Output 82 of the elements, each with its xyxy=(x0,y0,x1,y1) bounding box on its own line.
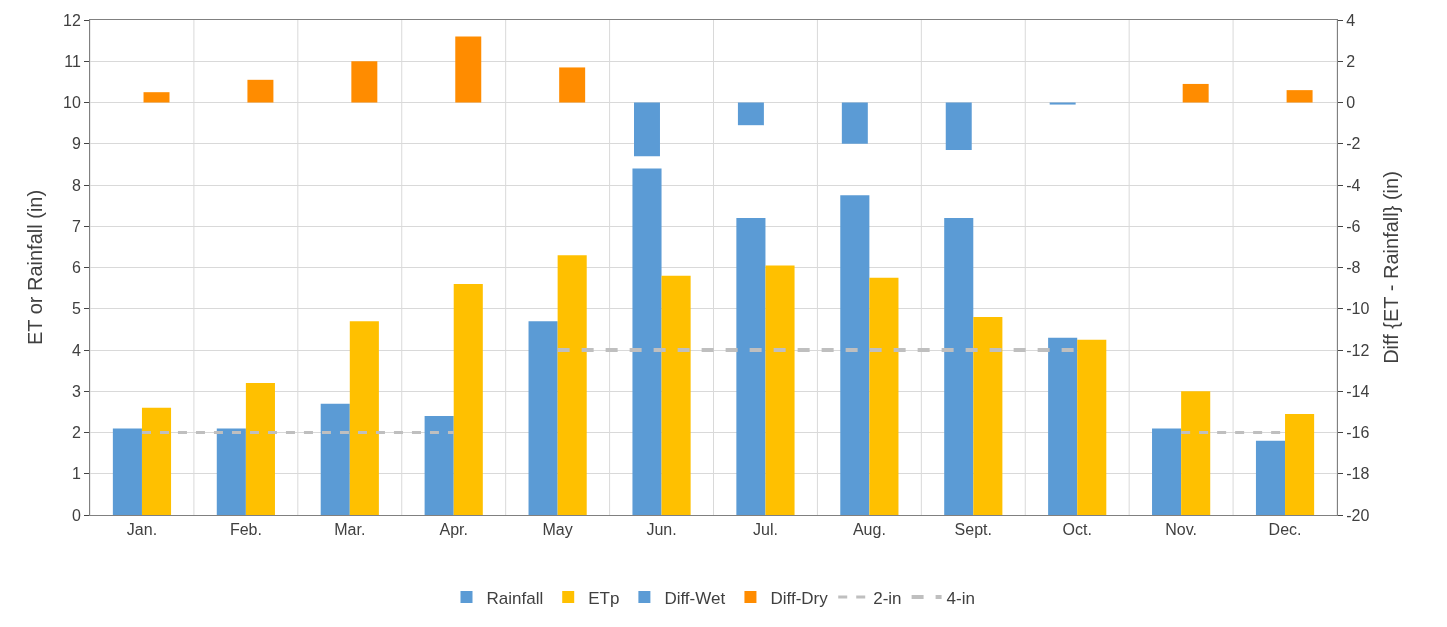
y-tick-label: 2 xyxy=(71,424,81,442)
bar xyxy=(424,416,454,515)
bar xyxy=(1285,413,1315,515)
x-tick-label: May xyxy=(542,521,573,539)
legend-label: Rainfall xyxy=(486,588,544,608)
bar xyxy=(1181,391,1211,515)
bar xyxy=(1049,102,1076,105)
y-tick-label: 4 xyxy=(71,341,81,359)
x-tick-label: Jan. xyxy=(126,521,158,539)
legend-label: Diff-Wet xyxy=(664,588,726,608)
bar xyxy=(528,321,558,515)
bar xyxy=(840,195,870,515)
legend-label: 2-in xyxy=(873,588,902,608)
y2-tick-label: 0 xyxy=(1346,94,1356,112)
bar xyxy=(945,102,972,150)
bar xyxy=(765,265,795,515)
legend-label: ETp xyxy=(588,588,620,608)
y-axis-title: ET or Rainfall (in) xyxy=(23,189,46,346)
x-tick-label: Mar. xyxy=(334,521,366,539)
bar xyxy=(841,102,868,144)
bar xyxy=(143,92,170,103)
bar xyxy=(869,277,899,515)
bar xyxy=(320,403,350,515)
bar xyxy=(141,407,172,515)
bar xyxy=(557,255,587,515)
y-tick-label: 5 xyxy=(71,300,81,318)
bar xyxy=(632,168,662,515)
y-tick-label: 1 xyxy=(71,465,81,483)
x-tick-label: Jul. xyxy=(753,521,778,539)
bar xyxy=(351,61,378,103)
legend-label: Diff-Dry xyxy=(770,588,829,608)
bar xyxy=(455,36,482,103)
y-tick-label: 10 xyxy=(63,94,81,112)
bar xyxy=(1152,428,1182,515)
y2-tick-label: -10 xyxy=(1346,300,1370,318)
bar xyxy=(1077,339,1107,515)
bar xyxy=(661,275,691,515)
y2-tick-label: -12 xyxy=(1346,341,1370,359)
y2-tick-label: 4 xyxy=(1346,11,1356,29)
y-tick-label: 3 xyxy=(71,382,81,400)
y2-tick-label: 2 xyxy=(1346,52,1356,70)
y-tick-label: 9 xyxy=(71,135,81,153)
x-tick-label: Oct. xyxy=(1062,521,1092,539)
y2-tick-label: -2 xyxy=(1346,135,1361,153)
bar xyxy=(1255,440,1286,515)
bar xyxy=(559,67,586,103)
y2-axis-title: Diff {ET - Rainfall} (in) xyxy=(1379,171,1402,364)
bar xyxy=(737,102,764,126)
y2-tick-label: -4 xyxy=(1346,176,1361,194)
bar xyxy=(112,428,142,515)
x-tick-label: Aug. xyxy=(852,521,886,539)
bar xyxy=(453,284,483,515)
x-tick-label: Feb. xyxy=(229,521,262,539)
y2-tick-label: -14 xyxy=(1346,382,1370,400)
x-tick-label: Jun. xyxy=(646,521,677,539)
bar xyxy=(944,218,974,515)
y2-tick-label: -20 xyxy=(1346,506,1370,524)
bar xyxy=(349,321,379,515)
y-tick-label: 12 xyxy=(63,11,81,29)
bar xyxy=(736,218,766,515)
y-tick-label: 0 xyxy=(71,506,81,524)
y2-tick-label: -6 xyxy=(1346,217,1361,235)
y2-tick-label: -18 xyxy=(1346,465,1370,483)
y2-tick-label: -8 xyxy=(1346,259,1361,277)
bar xyxy=(1048,337,1078,515)
bar xyxy=(245,383,275,515)
y2-tick-label: -16 xyxy=(1346,424,1370,442)
y-tick-label: 6 xyxy=(71,259,81,277)
bar xyxy=(634,102,660,157)
y-tick-label: 8 xyxy=(71,176,81,194)
x-tick-label: Nov. xyxy=(1165,521,1197,539)
legend-label: 4-in xyxy=(946,588,975,608)
bar xyxy=(247,79,274,103)
bar xyxy=(973,317,1003,515)
x-tick-label: Apr. xyxy=(439,521,468,539)
y-tick-label: 7 xyxy=(71,217,81,235)
bar xyxy=(1182,83,1209,103)
bar xyxy=(216,428,246,515)
x-tick-label: Dec. xyxy=(1268,521,1302,539)
bar xyxy=(1286,90,1313,103)
y-tick-label: 11 xyxy=(64,52,81,70)
x-tick-label: Sept. xyxy=(954,521,992,539)
